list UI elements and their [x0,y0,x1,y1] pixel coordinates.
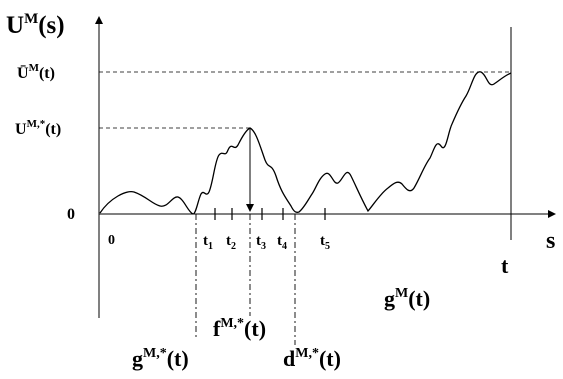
d-star-label: dM,*(t) [283,346,341,371]
f-star-label: fM,*(t) [213,316,266,341]
y-tick-mid: UM,*(t) [15,118,61,138]
tick-label-t5: t5 [320,233,330,252]
t-label: t [501,253,509,278]
y-tick-zero: 0 [67,206,75,223]
tick-label-t1: t1 [203,233,213,252]
tick-label-t3: t3 [256,233,266,252]
y-axis-title: UM(s) [6,11,65,39]
g-star-label: gM,*(t) [132,346,189,371]
y-tick-upper: ŪM(t) [17,62,55,82]
g-label: gM(t) [384,286,430,311]
x-axis-label: s [546,228,555,254]
x-origin-label: 0 [108,233,115,248]
process-curve [99,71,512,215]
tick-label-t2: t2 [226,233,236,252]
tick-label-t4: t4 [277,233,287,252]
